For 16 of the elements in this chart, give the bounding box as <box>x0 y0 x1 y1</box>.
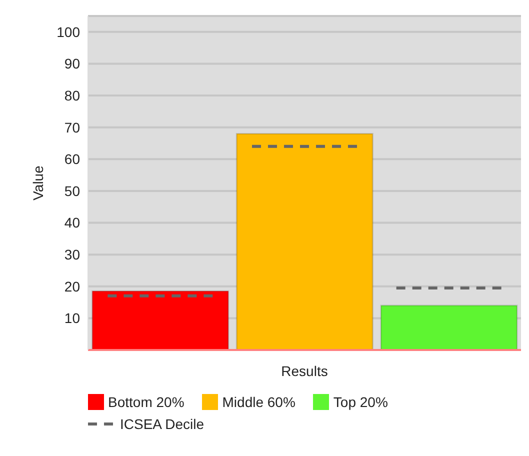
y-tick-label: 70 <box>64 119 80 136</box>
legend-label: Middle 60% <box>222 394 296 410</box>
y-tick-label: 20 <box>64 278 80 294</box>
legend-label: Bottom 20% <box>108 394 184 410</box>
y-tick-label: 80 <box>64 87 80 104</box>
y-tick-label: 90 <box>64 56 80 72</box>
y-tick-label: 100 <box>56 24 80 40</box>
y-axis-title: Value <box>30 165 46 200</box>
y-tick-label: 10 <box>64 310 80 326</box>
x-axis-title: Results <box>281 363 328 379</box>
y-tick-label: 50 <box>64 182 80 199</box>
y-tick-label: 40 <box>64 214 80 231</box>
legend-label: ICSEA Decile <box>120 416 204 432</box>
y-tick-label: 30 <box>64 246 80 263</box>
legend-label: Top 20% <box>333 394 388 410</box>
y-tick-label: 60 <box>64 151 80 168</box>
